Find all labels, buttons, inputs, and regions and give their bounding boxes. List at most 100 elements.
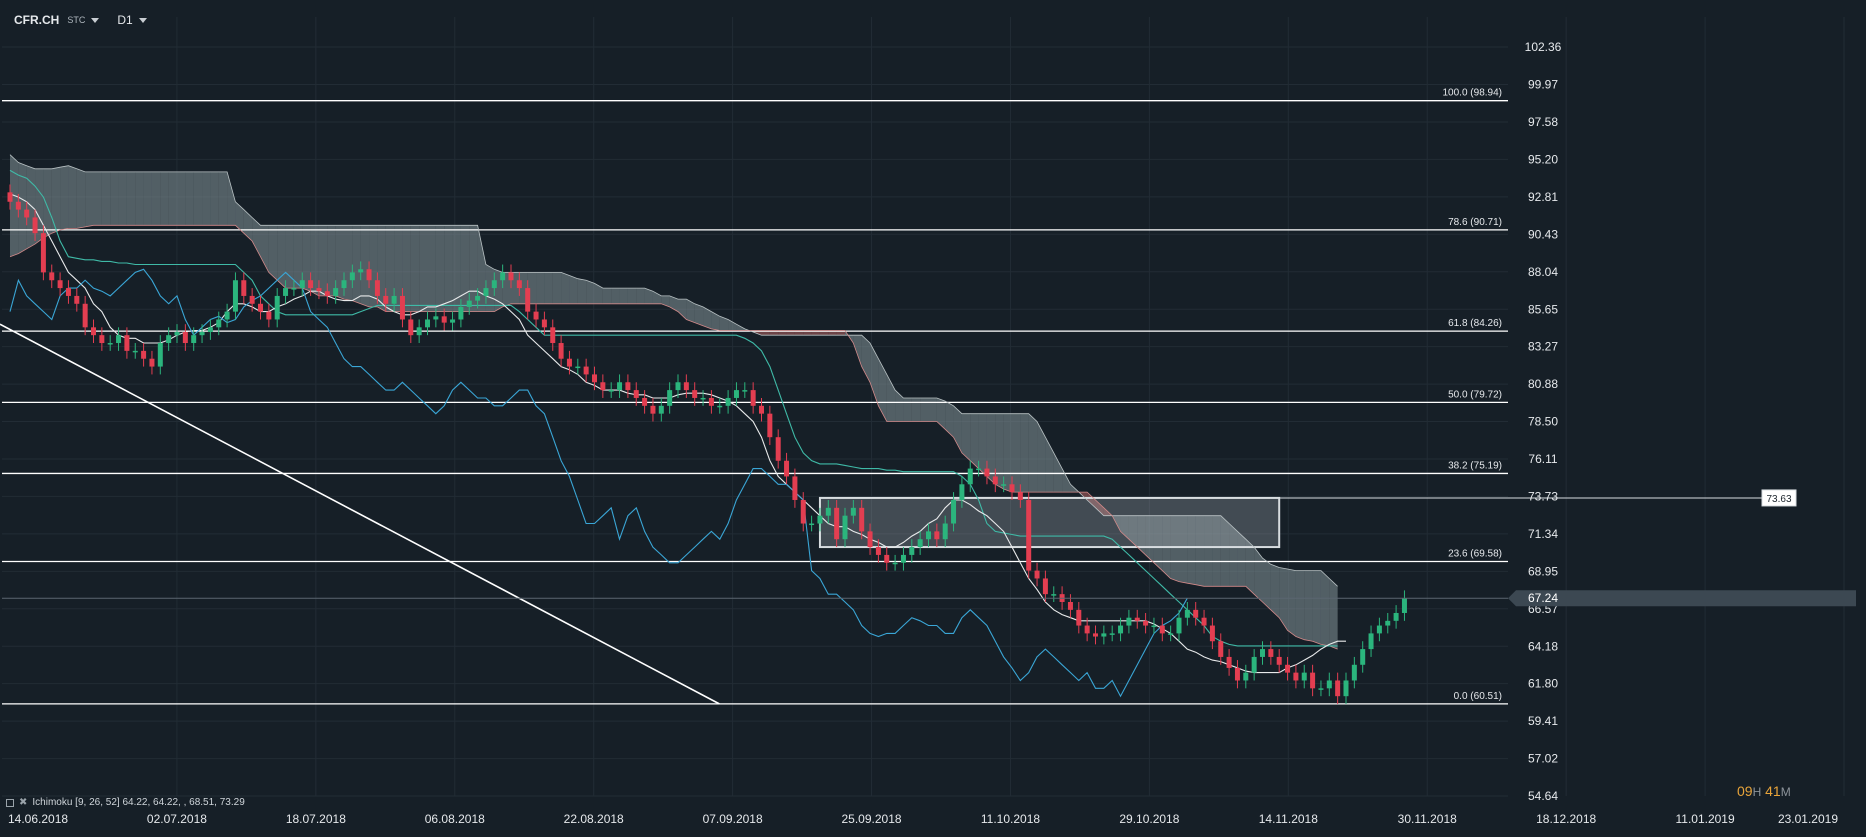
candle-up bbox=[1368, 625, 1374, 657]
cloud-segment-bullish bbox=[1045, 437, 1054, 493]
candle-up bbox=[733, 382, 739, 406]
candle-body bbox=[658, 405, 664, 414]
cloud-segment-bullish bbox=[160, 171, 169, 226]
fibonacci-retracement[interactable]: 100.0 (98.94) 78.6 (90.71) 61.8 (84.26) 50.… bbox=[2, 88, 1508, 705]
candle-body bbox=[575, 366, 581, 369]
candle-down bbox=[592, 366, 597, 391]
symbol-label[interactable]: CFR.CH bbox=[14, 13, 60, 27]
candle-body bbox=[1159, 625, 1165, 634]
candle-down bbox=[99, 327, 105, 351]
candle-body bbox=[483, 288, 489, 296]
candle-body bbox=[725, 397, 731, 406]
cloud-segment-bullish bbox=[1179, 515, 1188, 584]
candle-down bbox=[1193, 602, 1199, 626]
candle-down bbox=[1335, 672, 1341, 705]
candle-body bbox=[1351, 664, 1357, 681]
cloud-segment-bullish bbox=[444, 225, 453, 312]
candle-body bbox=[1310, 672, 1316, 689]
candle-up bbox=[349, 264, 355, 289]
y-tick-label: 76.11 bbox=[1528, 452, 1557, 466]
candle-down bbox=[82, 295, 88, 336]
chikou-span-line bbox=[9, 268, 1188, 698]
cloud-segment-bullish bbox=[10, 154, 19, 257]
market-label[interactable]: STC bbox=[67, 15, 86, 25]
cloud-segment-bullish bbox=[485, 264, 495, 312]
candle-body bbox=[558, 343, 564, 359]
candle-body bbox=[266, 311, 272, 320]
candle-body bbox=[1393, 612, 1399, 621]
candle-body bbox=[1376, 625, 1382, 634]
candle-up bbox=[166, 327, 172, 351]
cloud-segment-bullish bbox=[118, 171, 127, 226]
candle-body bbox=[1285, 664, 1291, 673]
timeframe-label[interactable]: D1 bbox=[117, 13, 133, 27]
candle-up bbox=[725, 390, 731, 414]
candle-body bbox=[976, 468, 982, 471]
candle-up bbox=[617, 374, 623, 398]
candle-body bbox=[450, 319, 456, 323]
cloud-segment-bullish bbox=[1229, 523, 1238, 587]
candle-down bbox=[800, 492, 806, 532]
candle-body bbox=[358, 269, 364, 273]
candle-up bbox=[291, 280, 297, 296]
cloud-segment-bullish bbox=[694, 303, 704, 326]
cloud-segment-bullish bbox=[652, 291, 662, 304]
cloud-segment-bullish bbox=[544, 272, 553, 304]
candle-down bbox=[91, 319, 96, 344]
candle-up bbox=[892, 554, 898, 571]
candle-down bbox=[1276, 649, 1282, 673]
candle-body bbox=[1343, 680, 1349, 697]
cloud-segment-bullish bbox=[970, 413, 979, 469]
candle-down bbox=[1076, 602, 1082, 634]
cloud-segment-bullish bbox=[68, 165, 77, 229]
cloud-segment-bullish bbox=[602, 288, 612, 304]
cloud-segment-bullish bbox=[870, 343, 879, 406]
candle-body bbox=[124, 335, 130, 351]
candle-down bbox=[759, 397, 764, 422]
cloud-segment-bullish bbox=[60, 165, 69, 231]
trendline[interactable] bbox=[0, 323, 720, 705]
candle-down bbox=[1084, 617, 1090, 642]
candle-down bbox=[533, 303, 539, 328]
timer-hours-unit: H bbox=[1752, 785, 1762, 799]
candle-body bbox=[892, 562, 898, 565]
candle-body bbox=[926, 531, 931, 540]
candle-down bbox=[600, 374, 606, 398]
candle-body bbox=[1084, 625, 1090, 634]
market-dropdown-icon[interactable] bbox=[91, 17, 100, 23]
candle-body bbox=[316, 288, 322, 292]
candle-body bbox=[1109, 633, 1115, 635]
candle-up bbox=[1109, 625, 1115, 642]
timeframe-dropdown-icon[interactable] bbox=[138, 17, 147, 23]
candle-body bbox=[1118, 625, 1124, 634]
candle-up bbox=[475, 288, 481, 309]
indicator-settings-icon[interactable] bbox=[6, 798, 14, 807]
candle-down bbox=[784, 452, 790, 485]
indicator-close-icon[interactable]: ✖ bbox=[19, 797, 28, 808]
price-zone-box[interactable]: 73.63 bbox=[818, 489, 1797, 549]
candle-down bbox=[65, 280, 71, 304]
price-axis[interactable]: 102.36 99.97 97.58 95.20 92.81 90.43 88.04 85.6… bbox=[1525, 40, 1562, 803]
senkou-span-b-line bbox=[9, 224, 1338, 650]
candle-body bbox=[441, 316, 447, 323]
candle-body bbox=[917, 539, 923, 548]
candle-up bbox=[1326, 672, 1332, 697]
candle-body bbox=[1360, 649, 1366, 665]
candle-body bbox=[909, 547, 915, 555]
candle-down bbox=[558, 335, 564, 367]
cloud-segment-bullish bbox=[385, 225, 395, 312]
candle-down bbox=[1026, 492, 1032, 579]
candle-body bbox=[232, 280, 238, 312]
candle-up bbox=[675, 374, 681, 398]
cloud-segment-bullish bbox=[252, 217, 261, 257]
cloud-segment-bullish bbox=[552, 272, 562, 304]
candle-up bbox=[500, 264, 506, 289]
y-tick-label: 68.95 bbox=[1528, 564, 1558, 578]
time-axis[interactable]: 14.06.2018 02.07.2018 18.07.2018 06.08.2018… bbox=[8, 812, 1838, 826]
zone-price-label: 73.63 bbox=[1766, 494, 1791, 505]
candle-up bbox=[1101, 625, 1107, 645]
candle-body bbox=[934, 531, 940, 540]
cloud-segment-bullish bbox=[861, 335, 871, 383]
candle-down bbox=[241, 272, 247, 304]
